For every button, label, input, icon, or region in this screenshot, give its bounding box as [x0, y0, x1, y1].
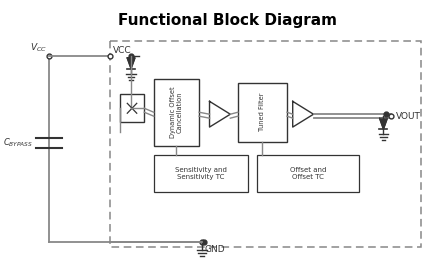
Text: VCC: VCC	[113, 46, 132, 55]
Text: GND: GND	[205, 245, 225, 254]
Text: Dynamic Offset
Cancellation: Dynamic Offset Cancellation	[170, 86, 183, 138]
Text: $C_{BYPASS}$: $C_{BYPASS}$	[3, 137, 34, 149]
Polygon shape	[210, 101, 230, 127]
Bar	[238, 83, 287, 142]
Text: $V_{CC}$: $V_{CC}$	[30, 41, 47, 54]
Text: Offset and
Offset TC: Offset and Offset TC	[289, 167, 326, 180]
Text: Tuned Filter: Tuned Filter	[260, 93, 266, 131]
Bar	[120, 94, 144, 122]
Polygon shape	[293, 101, 313, 127]
Text: Sensitivity and
Sensitivity TC: Sensitivity and Sensitivity TC	[175, 167, 227, 180]
Bar	[154, 79, 199, 146]
Text: VOUT: VOUT	[396, 112, 421, 121]
Bar	[110, 41, 421, 247]
Bar	[154, 155, 248, 193]
Bar	[257, 155, 359, 193]
Text: Functional Block Diagram: Functional Block Diagram	[118, 13, 337, 28]
Polygon shape	[379, 118, 388, 129]
Polygon shape	[127, 58, 135, 69]
